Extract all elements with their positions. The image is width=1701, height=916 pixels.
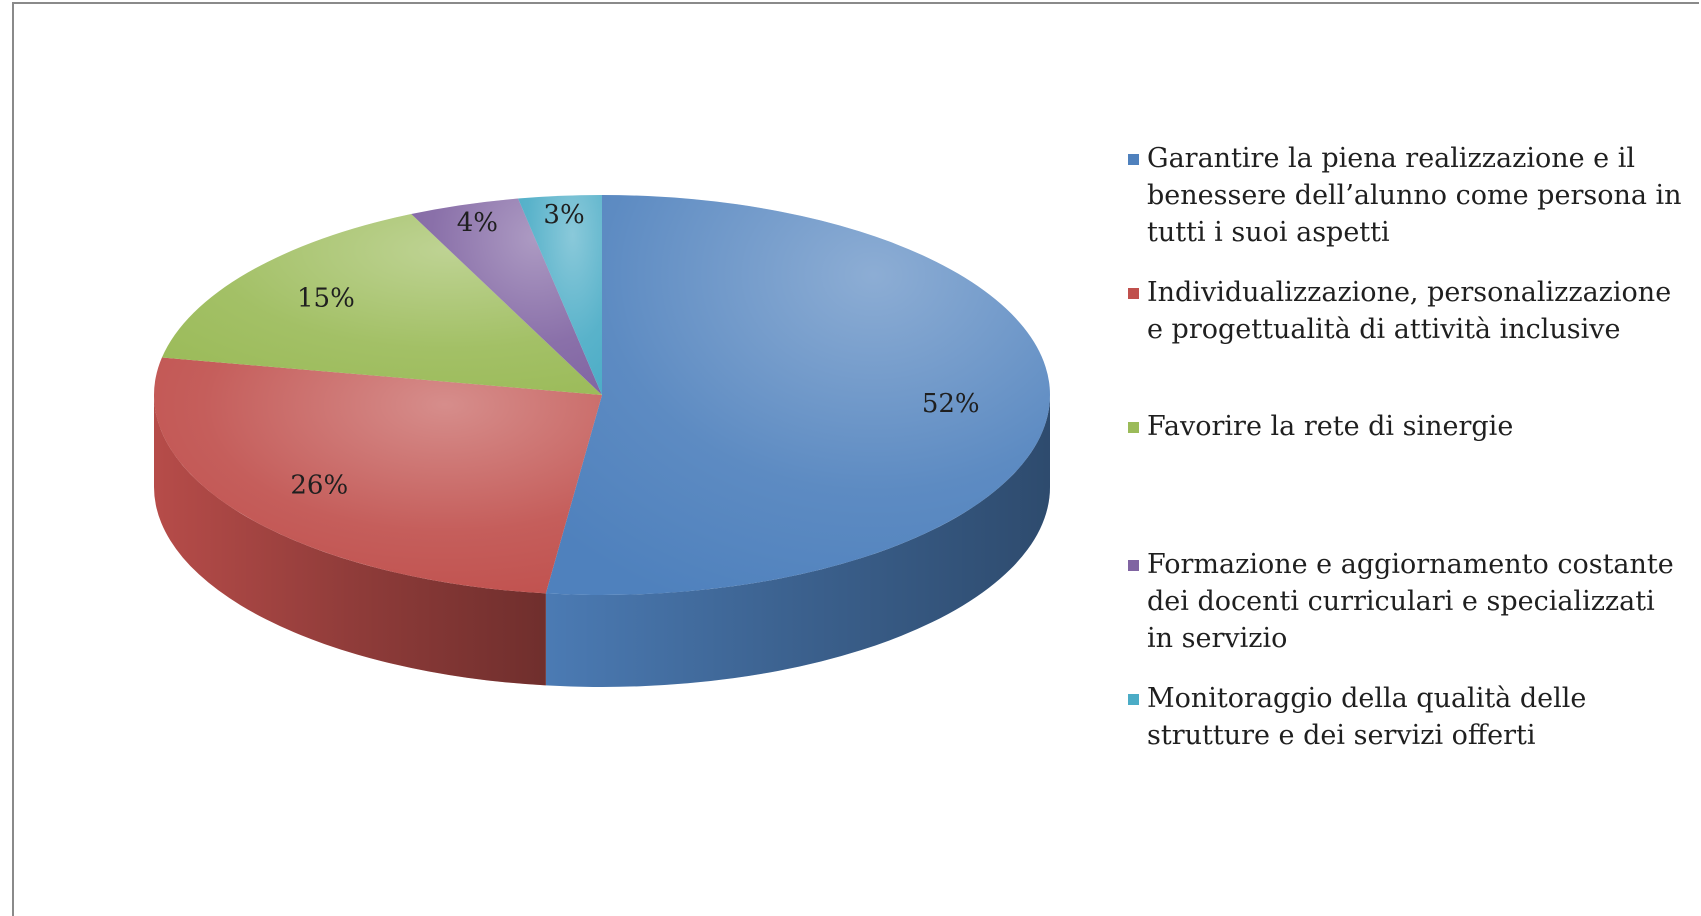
pie-sides	[154, 395, 1050, 687]
pie-chart: 52% 26% 15% 4% 3%	[154, 195, 1051, 687]
pie-slice	[518, 195, 602, 395]
pie-side	[154, 395, 546, 686]
pie-slice	[545, 195, 1051, 595]
legend-item: Favorire la rete di sinergie	[1128, 408, 1687, 445]
legend-swatch	[1128, 560, 1139, 571]
legend-label: Monitoraggio della qualità delle struttu…	[1147, 683, 1587, 751]
pie-slice	[411, 198, 602, 395]
pie-data-labels: 52% 26% 15% 4% 3%	[290, 200, 979, 501]
legend-item: Monitoraggio della qualità delle struttu…	[1128, 680, 1687, 754]
pie-tops	[154, 195, 1051, 595]
legend-item: Formazione e aggiornamento costante dei …	[1128, 546, 1687, 657]
slice-data-label: 3%	[543, 200, 584, 230]
pie-slice	[154, 357, 602, 594]
pie-slice	[161, 214, 603, 395]
slice-data-label: 52%	[922, 389, 980, 419]
slice-data-label: 4%	[457, 208, 498, 238]
legend-swatch	[1128, 288, 1139, 299]
legend-label: Garantire la piena realizzazione e il be…	[1147, 143, 1682, 248]
legend-item: Garantire la piena realizzazione e il be…	[1128, 140, 1687, 251]
legend-label: Formazione e aggiornamento costante dei …	[1147, 549, 1674, 654]
legend-item: Individualizzazione, personalizzazione e…	[1128, 274, 1687, 348]
legend-label: Favorire la rete di sinergie	[1147, 411, 1514, 442]
legend-swatch	[1128, 154, 1139, 165]
slice-data-label: 26%	[290, 471, 348, 501]
chart-frame	[12, 2, 1699, 916]
legend-swatch	[1128, 422, 1139, 433]
pie-side	[545, 395, 1050, 687]
slice-data-label: 15%	[297, 283, 355, 313]
legend-label: Individualizzazione, personalizzazione e…	[1147, 277, 1672, 345]
legend-swatch	[1128, 694, 1139, 705]
